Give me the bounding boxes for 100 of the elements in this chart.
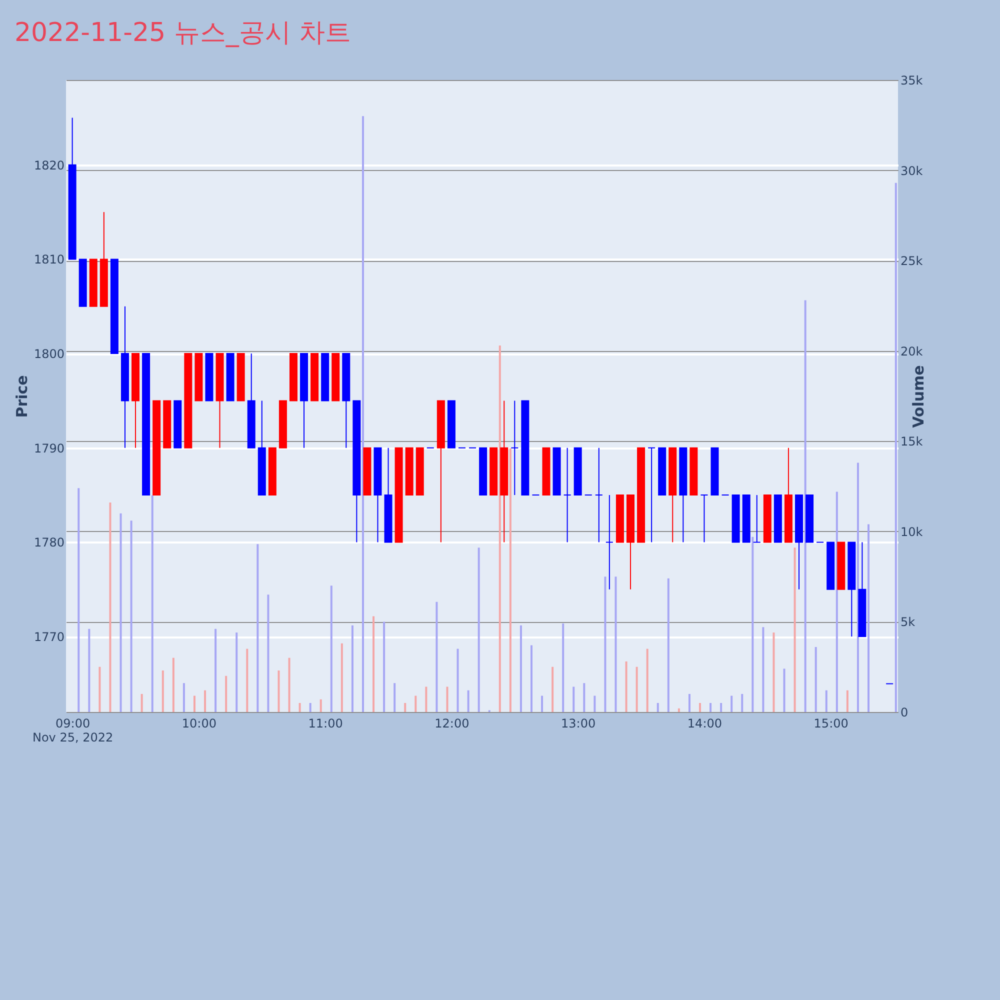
bar	[162, 670, 164, 712]
bar	[625, 661, 628, 712]
bar	[256, 544, 259, 712]
bar	[414, 696, 417, 712]
y2-tick-label: 20k	[900, 344, 923, 358]
x-tick-label: 14:00	[687, 716, 722, 730]
y2-tick-label: 30k	[900, 164, 923, 178]
bar	[394, 683, 396, 712]
x-tick-label: 10:00	[182, 716, 216, 730]
bar	[278, 670, 280, 712]
bar	[467, 690, 470, 712]
bar	[783, 668, 786, 712]
bar	[720, 702, 722, 712]
bar	[583, 683, 586, 712]
x-tick-label: 13:00	[561, 716, 596, 730]
candlestick	[752, 494, 761, 543]
bar	[646, 648, 648, 712]
candlestick	[594, 447, 603, 543]
bar	[446, 686, 448, 712]
bar	[688, 694, 690, 712]
bar	[552, 666, 554, 712]
bar	[120, 513, 122, 712]
bar	[804, 300, 806, 712]
bar	[362, 116, 364, 712]
bar	[182, 683, 185, 712]
bar	[656, 702, 659, 712]
y-tick-label: 1780	[34, 536, 64, 550]
x-tick-label: 12:00	[434, 716, 470, 730]
bar	[772, 632, 775, 712]
bar	[699, 702, 702, 712]
bar	[667, 578, 670, 712]
bar	[636, 666, 638, 712]
bar	[204, 690, 206, 712]
bar	[509, 448, 512, 712]
bar	[456, 648, 459, 712]
bar	[678, 708, 680, 712]
y-tick-label: 1770	[34, 630, 64, 644]
y2-tick-label: 35k	[900, 74, 923, 88]
bar	[372, 616, 375, 712]
candlestick	[605, 494, 614, 590]
bar	[236, 632, 238, 712]
bar	[214, 628, 217, 712]
bar	[78, 488, 80, 712]
bar	[710, 702, 712, 712]
bar	[193, 696, 196, 712]
bar	[172, 658, 174, 712]
bar	[130, 520, 132, 712]
bar	[109, 502, 112, 712]
bar	[814, 646, 817, 712]
y2-axis-title: Volume	[910, 365, 928, 428]
y-tick-label: 1800	[34, 347, 64, 362]
y2-tick-label: 5k	[900, 615, 916, 630]
bar	[825, 690, 828, 712]
x-tick-label: 11:00	[308, 716, 343, 730]
y2-tick-label: 15k	[900, 434, 923, 449]
bar	[794, 548, 796, 712]
y2-tick-label: 0	[900, 706, 908, 720]
x-tick-label: 15:00	[814, 716, 848, 730]
bar	[425, 686, 428, 712]
bar	[594, 696, 596, 712]
bar	[309, 702, 312, 712]
bar	[894, 182, 897, 712]
y-axis-title: Price	[12, 375, 31, 418]
bar	[856, 462, 859, 712]
y2-tick-label: 10k	[900, 524, 923, 539]
bar	[383, 622, 386, 712]
bar	[868, 524, 870, 712]
bar	[604, 576, 606, 712]
bar	[140, 694, 143, 712]
bar	[846, 690, 848, 712]
bar	[288, 658, 290, 712]
bar	[98, 666, 101, 712]
bar	[267, 594, 270, 712]
bar	[436, 602, 438, 712]
bar	[762, 627, 764, 712]
candlestick	[648, 447, 656, 543]
candlestick	[700, 494, 708, 543]
y-tick-label: 1810	[34, 252, 64, 267]
y-tick-label: 1820	[34, 158, 64, 172]
bar	[298, 702, 301, 712]
bar	[730, 696, 733, 712]
bar	[330, 586, 332, 712]
x-tick-label: 09:00 Nov 25, 2022	[32, 716, 114, 744]
bar	[340, 643, 343, 712]
bar	[614, 576, 617, 712]
y-tick-label: 1790	[34, 441, 64, 456]
bar	[88, 628, 90, 712]
bar	[530, 645, 532, 712]
candlestick	[563, 447, 572, 543]
bar	[520, 625, 522, 712]
y2-tick-label: 25k	[900, 254, 923, 268]
bar	[351, 625, 354, 712]
bar	[752, 536, 754, 712]
bar	[320, 699, 322, 712]
bar	[225, 676, 228, 712]
bar	[541, 696, 544, 712]
bar	[404, 702, 406, 712]
bar	[498, 345, 501, 712]
bar	[562, 624, 564, 712]
bar	[478, 548, 480, 712]
